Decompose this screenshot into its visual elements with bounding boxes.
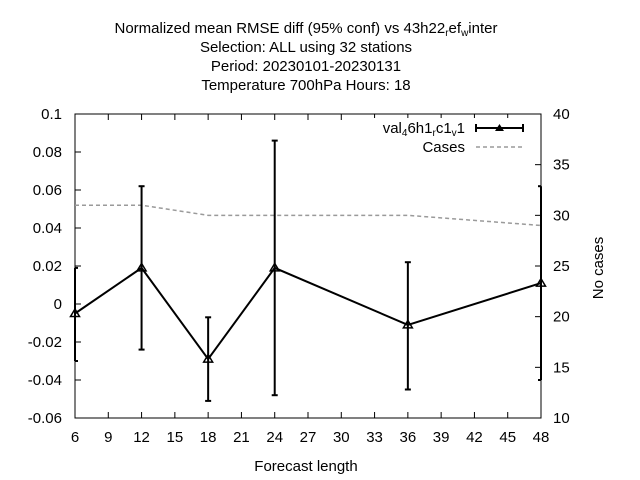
x-tick-label: 36 bbox=[400, 429, 417, 446]
val-point bbox=[202, 353, 214, 363]
y-tick-label: -0.02 bbox=[28, 334, 62, 351]
y-tick-label: -0.06 bbox=[28, 410, 62, 427]
y-tick-label: -0.04 bbox=[28, 372, 62, 389]
x-tick-label: 18 bbox=[200, 429, 217, 446]
y2-tick-label: 10 bbox=[553, 410, 570, 427]
val-point bbox=[402, 318, 414, 329]
y-tick-label: 0.02 bbox=[33, 258, 62, 275]
chart-title-line-2: Selection: ALL using 32 stations bbox=[200, 39, 412, 56]
x-tick-label: 27 bbox=[300, 429, 317, 446]
x-tick-label: 45 bbox=[499, 429, 516, 446]
cases-series bbox=[75, 204, 542, 227]
x-axis-ticks: 6 9 12 15 18 21 24 27 30 33 36 39 42 45 48 bbox=[71, 114, 550, 446]
chart-title: Normalized mean RMSE diff (95% conf) vs … bbox=[115, 20, 498, 94]
chart-title-line-4: Temperature 700hPa Hours: 18 bbox=[201, 77, 410, 94]
y2-axis-label: No cases bbox=[590, 237, 607, 300]
y2-tick-label: 20 bbox=[553, 309, 570, 326]
x-tick-label: 39 bbox=[433, 429, 450, 446]
plot-frame bbox=[74, 113, 542, 419]
chart-title-line-1: Normalized mean RMSE diff (95% conf) vs … bbox=[115, 20, 498, 39]
legend-label-cases: Cases bbox=[422, 139, 465, 156]
y2-tick-label: 25 bbox=[553, 258, 570, 275]
val-point bbox=[268, 261, 281, 272]
y2-tick-label: 35 bbox=[553, 157, 570, 174]
x-tick-label: 24 bbox=[266, 429, 283, 446]
val-point bbox=[535, 277, 547, 287]
y2-tick-label: 30 bbox=[553, 207, 570, 224]
y2-tick-label: 40 bbox=[553, 106, 570, 123]
cases-line bbox=[75, 204, 542, 227]
y-tick-label: 0.1 bbox=[41, 106, 62, 123]
x-tick-label: 33 bbox=[366, 429, 383, 446]
legend-marker-val bbox=[495, 124, 504, 131]
y-tick-label: 0.06 bbox=[33, 182, 62, 199]
x-axis-label: Forecast length bbox=[254, 458, 357, 475]
chart-title-line-3: Period: 20230101-20230131 bbox=[211, 58, 401, 75]
x-tick-label: 15 bbox=[167, 429, 184, 446]
val-series bbox=[69, 261, 547, 363]
legend-background bbox=[356, 118, 540, 156]
x-tick-label: 48 bbox=[533, 429, 550, 446]
y-tick-label: 0 bbox=[54, 296, 62, 313]
val-point bbox=[69, 307, 81, 318]
y2-tick-label: 15 bbox=[553, 359, 570, 376]
x-tick-label: 6 bbox=[71, 429, 79, 446]
val-line bbox=[74, 266, 542, 361]
x-tick-label: 12 bbox=[133, 429, 150, 446]
y2-axis-ticks: 40 35 30 25 20 15 10 bbox=[535, 106, 570, 427]
val-point bbox=[135, 261, 148, 272]
y-axis-ticks: 0.1 0.08 0.06 0.04 0.02 0 -0.02 -0.04 -0.06 bbox=[28, 106, 81, 427]
y-tick-label: 0.04 bbox=[33, 220, 62, 237]
x-tick-label: 42 bbox=[466, 429, 483, 446]
legend-label-val: val46h1rc1v1 bbox=[383, 120, 465, 139]
x-tick-label: 21 bbox=[233, 429, 250, 446]
y-tick-label: 0.08 bbox=[33, 144, 62, 161]
x-tick-label: 30 bbox=[333, 429, 350, 446]
legend: val46h1rc1v1 Cases bbox=[356, 118, 540, 156]
x-tick-label: 9 bbox=[104, 429, 112, 446]
